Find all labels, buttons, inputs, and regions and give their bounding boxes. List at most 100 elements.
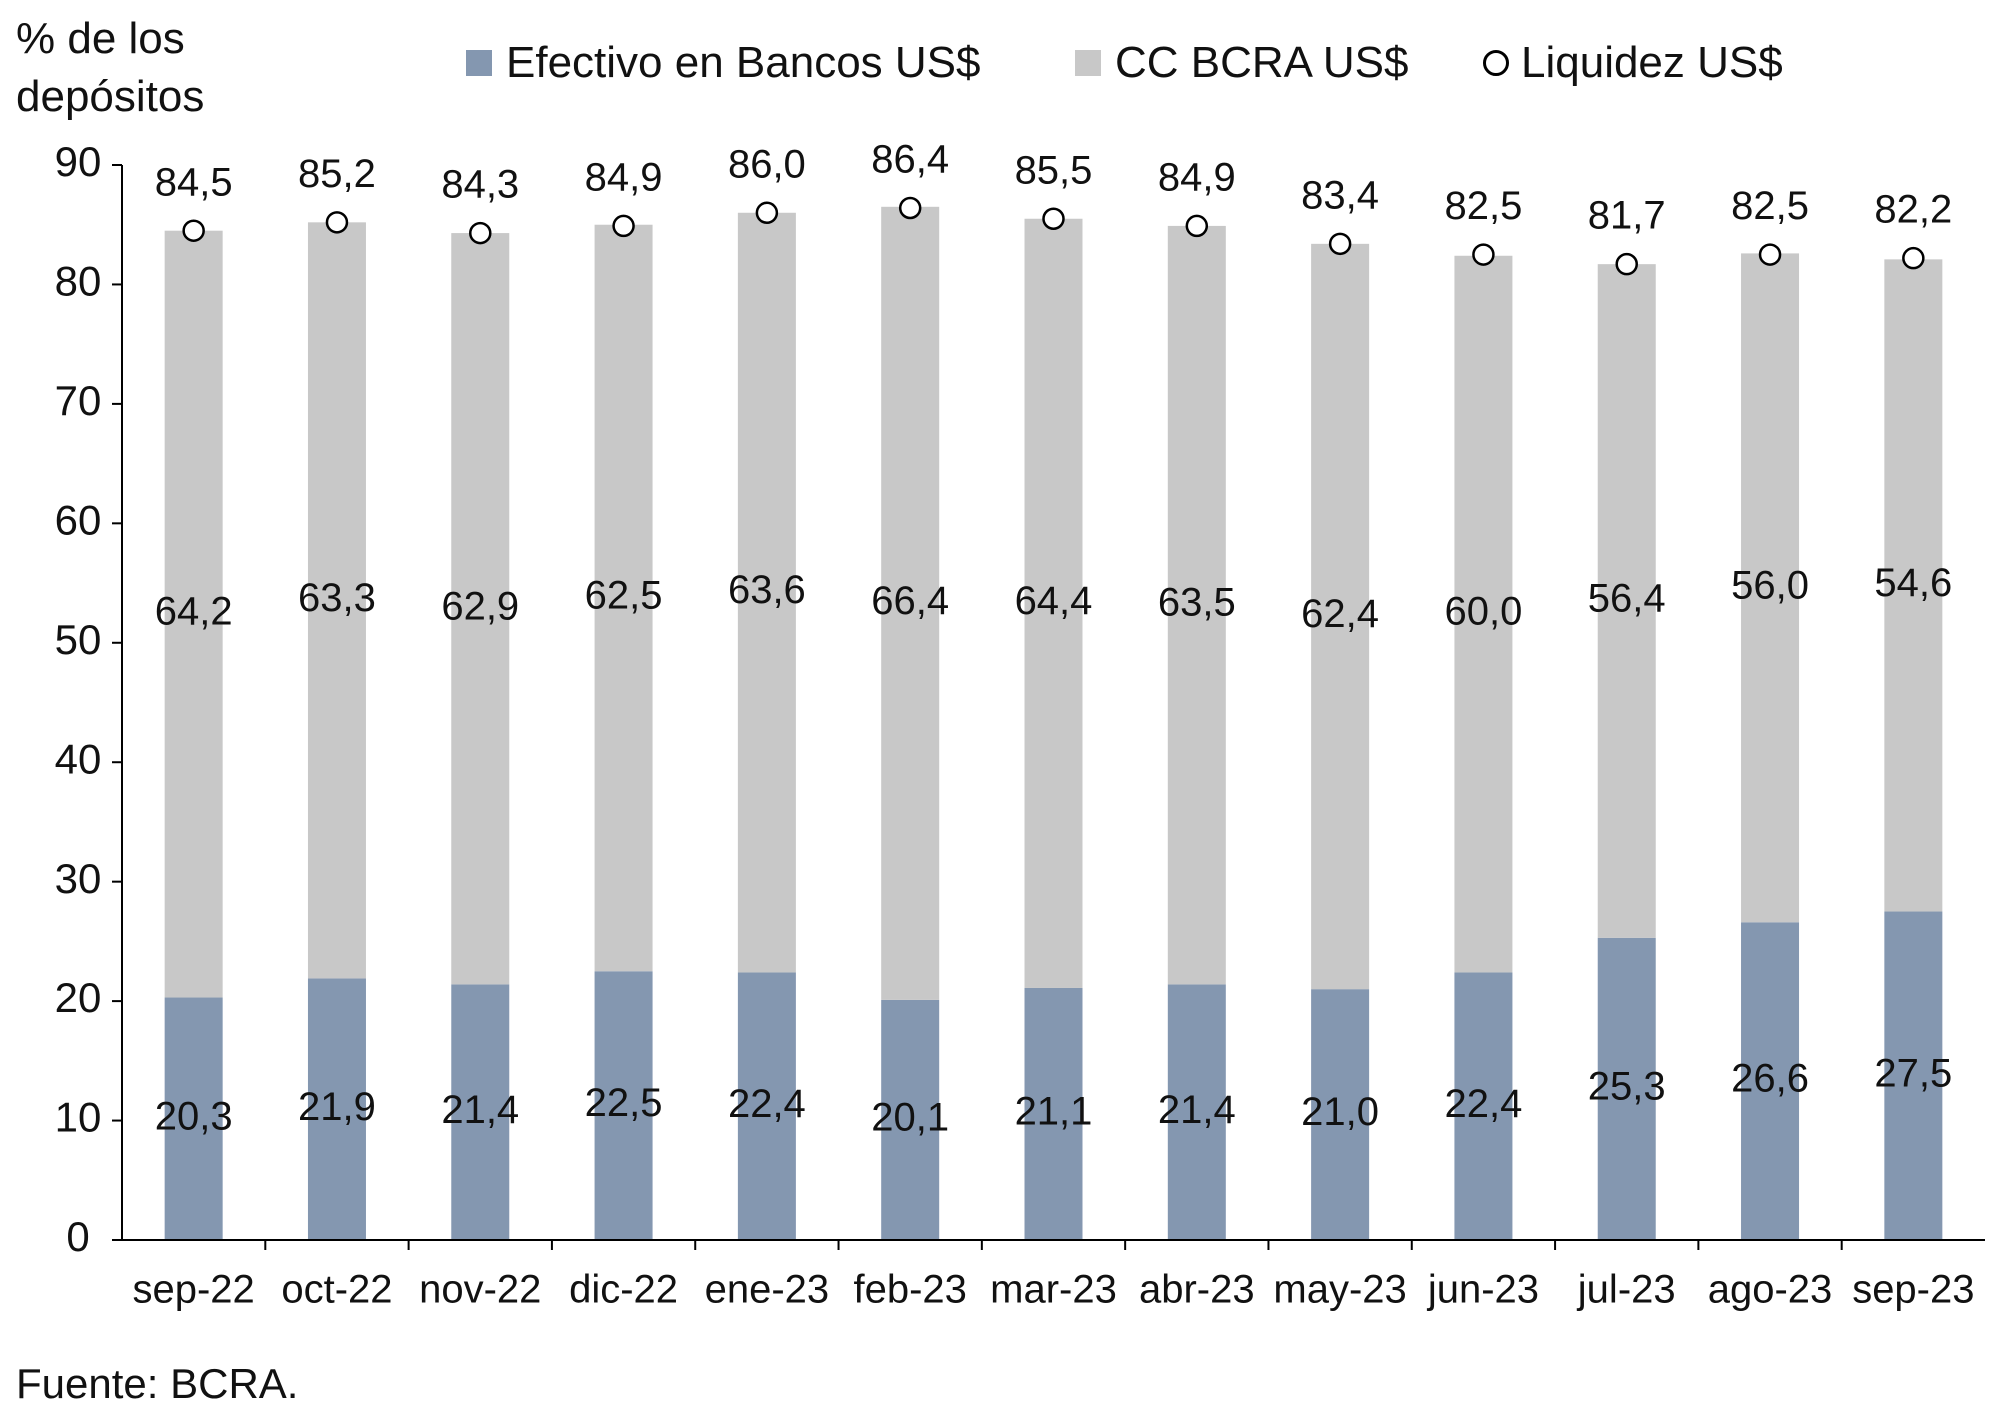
legend-label-cc: CC BCRA US$: [1115, 38, 1409, 87]
liquidez-marker: [1615, 252, 1638, 276]
bar-efectivo: [1311, 989, 1370, 1240]
y-tick-label: 80: [55, 258, 102, 305]
x-tick-label: oct-22: [281, 1268, 392, 1312]
bar-cc: [1167, 225, 1226, 985]
y-tick-label: 40: [55, 735, 102, 782]
data-label-liquidez: 82,5: [1444, 184, 1522, 228]
data-label-efectivo: 21,9: [298, 1085, 376, 1129]
legend-item-cc: CC BCRA US$: [1075, 38, 1408, 88]
liquidez-marker: [469, 221, 492, 245]
bar-efectivo: [1597, 937, 1656, 1240]
bar-efectivo: [1741, 922, 1800, 1240]
y-axis-title-line-2: depósitos: [16, 72, 205, 121]
liquidez-marker: [898, 196, 922, 220]
bar-efectivo: [164, 997, 223, 1240]
data-label-efectivo: 25,3: [1588, 1064, 1666, 1108]
data-label-liquidez: 85,2: [298, 152, 376, 196]
bar-efectivo: [737, 972, 796, 1240]
x-tick-label: nov-22: [419, 1268, 541, 1312]
data-label-cc: 62,9: [441, 584, 519, 628]
x-tick-label: sep-23: [1852, 1268, 1974, 1312]
liquidez-marker: [612, 214, 635, 238]
data-label-cc: 56,4: [1588, 577, 1666, 621]
x-tick-label: mar-23: [990, 1268, 1117, 1312]
data-label-liquidez: 86,4: [871, 138, 949, 182]
data-label-cc: 56,0: [1731, 563, 1809, 607]
x-tick-label: jul-23: [1577, 1268, 1676, 1312]
bar-efectivo: [1884, 911, 1943, 1240]
bar-cc: [1454, 255, 1513, 973]
x-tick-label: dic-22: [569, 1268, 678, 1312]
y-tick-label: 10: [55, 1094, 102, 1141]
y-tick-label: 70: [55, 377, 102, 424]
data-label-liquidez: 84,3: [441, 163, 519, 207]
data-label-liquidez: 86,0: [728, 142, 806, 186]
y-tick-label: 20: [55, 974, 102, 1021]
bar-cc: [164, 230, 223, 998]
data-label-efectivo: 22,5: [585, 1081, 663, 1125]
bar-cc: [1024, 218, 1083, 988]
data-label-cc: 63,5: [1158, 581, 1236, 625]
data-label-liquidez: 83,4: [1301, 173, 1379, 217]
data-label-cc: 63,3: [298, 576, 376, 620]
data-label-liquidez: 85,5: [1015, 148, 1093, 192]
data-label-efectivo: 20,3: [155, 1094, 233, 1138]
liquidez-marker: [755, 201, 779, 225]
bar-efectivo: [451, 984, 510, 1240]
legend: Efectivo en Bancos US$ CC BCRA US$ Liqui…: [0, 38, 2000, 98]
data-label-liquidez: 81,7: [1588, 194, 1666, 238]
source-note: Fuente: BCRA.: [16, 1360, 299, 1407]
liquidez-marker: [1758, 243, 1782, 266]
data-label-cc: 63,6: [728, 568, 806, 612]
data-label-efectivo: 21,4: [1158, 1088, 1236, 1132]
data-label-efectivo: 27,5: [1874, 1051, 1952, 1095]
data-label-efectivo: 20,1: [871, 1096, 949, 1140]
liquidez-marker: [1902, 246, 1925, 270]
y-axis-title: % de los depósitos: [16, 10, 204, 126]
x-tick-label: feb-23: [853, 1268, 966, 1312]
data-label-efectivo: 22,4: [1444, 1082, 1522, 1126]
data-label-cc: 60,0: [1444, 590, 1522, 634]
data-label-liquidez: 84,5: [155, 160, 233, 204]
y-tick-label: 30: [55, 855, 102, 902]
x-tick-label: may-23: [1273, 1268, 1406, 1312]
data-label-efectivo: 21,0: [1301, 1090, 1379, 1134]
x-tick-label: jun-23: [1427, 1268, 1539, 1312]
bar-efectivo: [1454, 972, 1513, 1240]
bar-cc: [1884, 259, 1943, 912]
y-axis-title-line-1: % de los: [16, 14, 185, 63]
data-label-liquidez: 84,9: [1158, 155, 1236, 199]
liquidez-marker: [1472, 243, 1495, 266]
bar-efectivo: [307, 978, 366, 1240]
bar-efectivo: [1024, 987, 1083, 1240]
data-label-liquidez: 82,5: [1731, 184, 1809, 228]
bar-efectivo: [1167, 984, 1226, 1240]
liquidez-marker: [1328, 232, 1352, 256]
liquidez-marker: [325, 211, 349, 234]
bar-cc: [737, 212, 796, 973]
x-tick-label: ago-23: [1708, 1268, 1833, 1312]
legend-label-efectivo: Efectivo en Bancos US$: [506, 38, 981, 87]
bar-cc: [1311, 243, 1370, 990]
data-label-efectivo: 21,1: [1015, 1090, 1093, 1134]
legend-item-efectivo: Efectivo en Bancos US$: [466, 38, 980, 88]
liquidez-marker: [1185, 214, 1209, 238]
bar-efectivo: [594, 971, 653, 1240]
legend-swatch-efectivo: [466, 50, 492, 76]
legend-swatch-cc: [1075, 50, 1101, 76]
bar-efectivo: [881, 999, 940, 1240]
bar-cc: [451, 233, 510, 985]
y-tick-label: 90: [55, 138, 102, 185]
legend-label-liquidez: Liquidez US$: [1521, 38, 1783, 87]
bar-cc: [307, 222, 366, 979]
data-label-cc: 66,4: [871, 579, 949, 623]
bar-cc: [1597, 264, 1656, 938]
y-tick-label: 60: [55, 496, 102, 543]
bar-cc: [1741, 253, 1800, 923]
y-tick-label: 0: [66, 1213, 89, 1260]
x-tick-label: ene-23: [705, 1268, 830, 1312]
bar-cc: [881, 206, 940, 1000]
liquidez-marker: [182, 219, 205, 242]
liquidez-marker: [1042, 207, 1065, 230]
